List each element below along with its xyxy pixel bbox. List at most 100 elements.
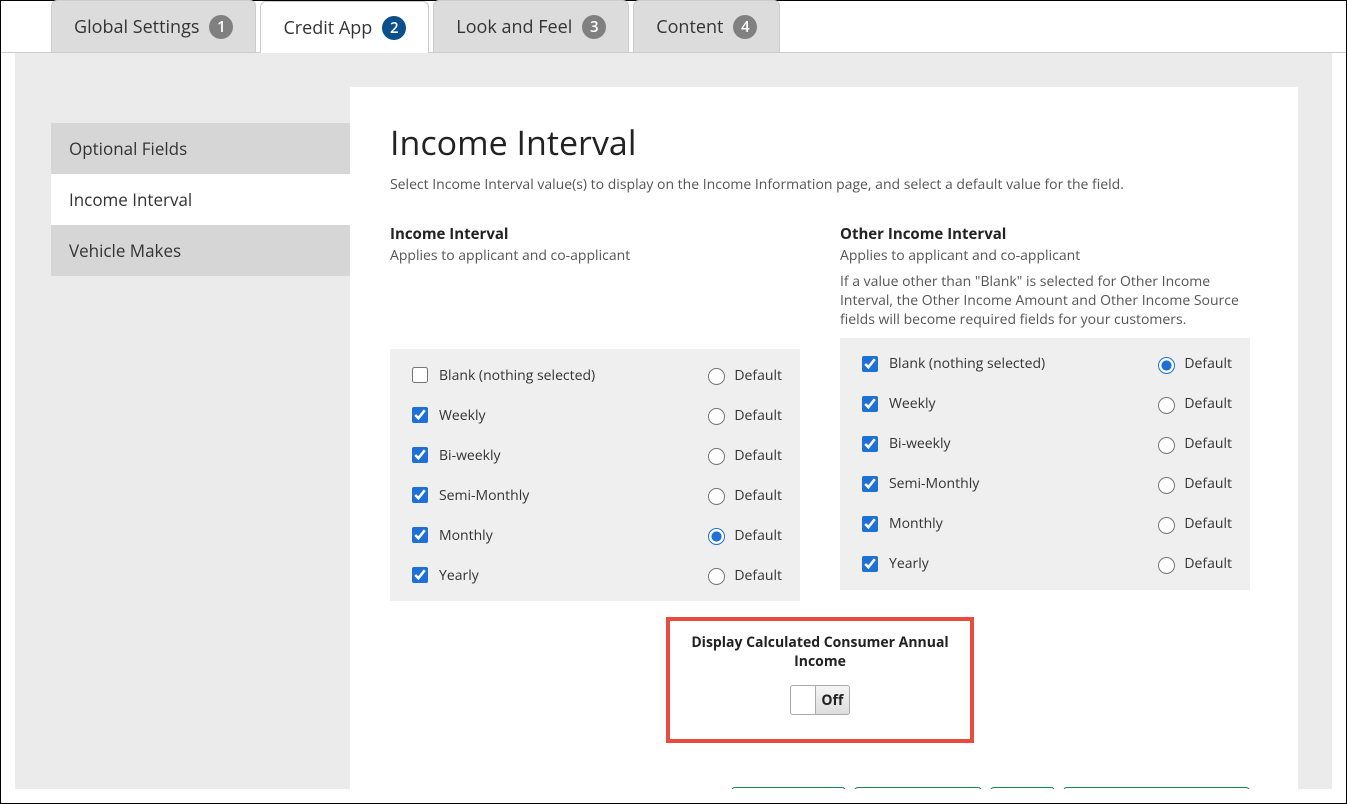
default-label: Default	[734, 446, 782, 465]
option-checkbox[interactable]	[412, 567, 428, 583]
option-row: Yearly Default	[858, 544, 1232, 584]
option-checkbox[interactable]	[412, 367, 428, 383]
option-default[interactable]: Default	[703, 525, 782, 545]
option-left[interactable]: Semi-Monthly	[408, 484, 529, 506]
option-left[interactable]: Bi-weekly	[858, 433, 951, 455]
page-title: Income Interval	[390, 119, 1250, 165]
sidebar-item-optional-fields[interactable]: Optional Fields	[51, 123, 350, 174]
option-default[interactable]: Default	[703, 445, 782, 465]
default-radio[interactable]	[708, 368, 725, 385]
default-radio[interactable]	[1158, 397, 1175, 414]
toggle-state: Off	[815, 686, 849, 714]
option-checkbox[interactable]	[412, 527, 428, 543]
default-radio[interactable]	[1158, 557, 1175, 574]
sidebar-item-vehicle-makes[interactable]: Vehicle Makes	[51, 225, 350, 276]
save-and-continue-button[interactable]: Save and Continue →	[1063, 787, 1250, 789]
option-left[interactable]: Monthly	[408, 524, 493, 546]
option-left[interactable]: Monthly	[858, 513, 943, 535]
tab-label: Look and Feel	[456, 15, 572, 39]
option-default[interactable]: Default	[703, 565, 782, 585]
option-default[interactable]: Default	[703, 365, 782, 385]
tab-number-badge: 3	[582, 15, 606, 39]
option-left[interactable]: Yearly	[408, 564, 479, 586]
option-row: Bi-weekly Default	[858, 424, 1232, 464]
option-label: Yearly	[889, 554, 929, 573]
option-row: Bi-weekly Default	[408, 435, 782, 475]
default-radio[interactable]	[1158, 477, 1175, 494]
option-row: Semi-Monthly Default	[858, 464, 1232, 504]
option-left[interactable]: Yearly	[858, 553, 929, 575]
option-row: Semi-Monthly Default	[408, 475, 782, 515]
option-default[interactable]: Default	[1153, 474, 1232, 494]
option-label: Weekly	[439, 406, 486, 425]
default-label: Default	[734, 566, 782, 585]
option-checkbox[interactable]	[862, 436, 878, 452]
option-checkbox[interactable]	[862, 396, 878, 412]
option-label: Semi-Monthly	[439, 486, 529, 505]
option-row: Monthly Default	[858, 504, 1232, 544]
default-radio[interactable]	[708, 528, 725, 545]
option-checkbox[interactable]	[412, 447, 428, 463]
annual-income-toggle[interactable]: Off	[790, 685, 850, 715]
option-left[interactable]: Bi-weekly	[408, 444, 501, 466]
default-label: Default	[734, 406, 782, 425]
option-default[interactable]: Default	[703, 405, 782, 425]
tab-label: Credit App	[283, 16, 372, 40]
tab-credit-app[interactable]: Credit App 2	[260, 1, 429, 53]
option-checkbox[interactable]	[862, 516, 878, 532]
default-label: Default	[1184, 474, 1232, 493]
option-default[interactable]: Default	[1153, 514, 1232, 534]
option-checkbox[interactable]	[862, 556, 878, 572]
default-radio[interactable]	[708, 408, 725, 425]
option-label: Bi-weekly	[439, 446, 501, 465]
option-checkbox[interactable]	[412, 487, 428, 503]
default-radio[interactable]	[1158, 357, 1175, 374]
option-default[interactable]: Default	[1153, 434, 1232, 454]
default-radio[interactable]	[708, 488, 725, 505]
tab-global-settings[interactable]: Global Settings 1	[51, 0, 256, 52]
option-left[interactable]: Weekly	[408, 404, 486, 426]
column-title: Other Income Interval	[840, 224, 1250, 244]
sidebar: Optional Fields Income Interval Vehicle …	[15, 53, 350, 789]
content-panel: Income Interval Select Income Interval v…	[350, 87, 1298, 789]
app-window: Global Settings 1 Credit App 2 Look and …	[0, 0, 1347, 804]
option-left[interactable]: Blank (nothing selected)	[408, 364, 595, 386]
option-label: Semi-Monthly	[889, 474, 979, 493]
option-checkbox[interactable]	[412, 407, 428, 423]
option-left[interactable]: Weekly	[858, 393, 936, 415]
column-subtitle: Applies to applicant and co-applicant	[840, 246, 1250, 265]
option-label: Yearly	[439, 566, 479, 585]
default-radio[interactable]	[1158, 437, 1175, 454]
default-radio[interactable]	[1158, 517, 1175, 534]
tab-look-and-feel[interactable]: Look and Feel 3	[433, 0, 629, 52]
previous-button[interactable]: ← Previous	[731, 787, 846, 789]
tabs-row: Global Settings 1 Credit App 2 Look and …	[1, 1, 1346, 53]
sidebar-item-income-interval[interactable]: Income Interval	[51, 174, 350, 225]
default-radio[interactable]	[708, 568, 725, 585]
option-left[interactable]: Blank (nothing selected)	[858, 353, 1045, 375]
option-left[interactable]: Semi-Monthly	[858, 473, 979, 495]
default-radio[interactable]	[708, 448, 725, 465]
option-row: Blank (nothing selected) Default	[408, 355, 782, 395]
default-label: Default	[1184, 554, 1232, 573]
default-label: Default	[734, 526, 782, 545]
option-default[interactable]: Default	[1153, 354, 1232, 374]
footer-buttons: ← Previous Save and Exit Save Save and C…	[390, 787, 1250, 789]
save-button[interactable]: Save	[990, 787, 1055, 789]
save-and-exit-button[interactable]: Save and Exit	[854, 787, 982, 789]
option-checkbox[interactable]	[862, 356, 878, 372]
option-row: Weekly Default	[408, 395, 782, 435]
tab-label: Content	[656, 15, 723, 39]
tab-number-badge: 1	[209, 15, 233, 39]
income-interval-column: Income Interval Applies to applicant and…	[390, 224, 800, 601]
option-label: Blank (nothing selected)	[889, 354, 1045, 373]
option-default[interactable]: Default	[1153, 394, 1232, 414]
option-checkbox[interactable]	[862, 476, 878, 492]
option-label: Weekly	[889, 394, 936, 413]
other-income-interval-column: Other Income Interval Applies to applica…	[840, 224, 1250, 601]
option-default[interactable]: Default	[1153, 554, 1232, 574]
tab-content[interactable]: Content 4	[633, 0, 780, 52]
column-title: Income Interval	[390, 224, 800, 244]
option-default[interactable]: Default	[703, 485, 782, 505]
tab-number-badge: 4	[733, 15, 757, 39]
